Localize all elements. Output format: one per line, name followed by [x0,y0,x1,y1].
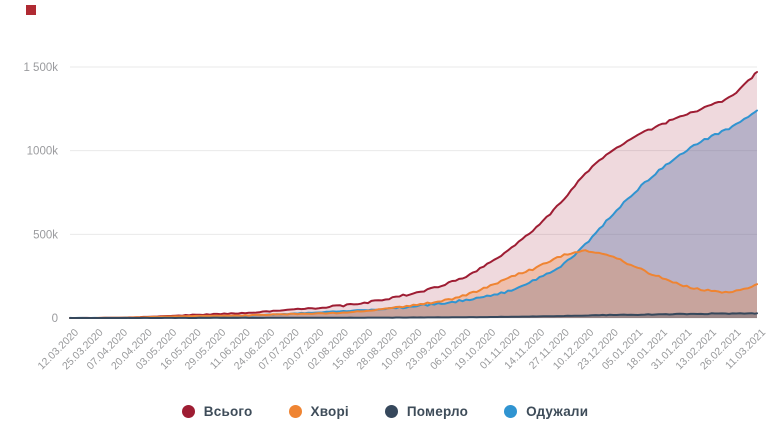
legend-marker-icon [288,404,302,418]
legend-item-oduzhaly[interactable]: Одужали [504,404,588,419]
legend-item-pomerlo[interactable]: Померло [384,403,469,419]
chart-legend: Всього Хворі Померло Одужали [0,397,770,425]
series-area-khvori [70,250,757,318]
legend-marker-icon [181,404,195,418]
series-area-oduzhaly [70,110,757,318]
legend-label: Померло [406,403,469,419]
legend-marker-icon [504,404,518,418]
legend-item-khvori[interactable]: Хворі [288,403,349,419]
series-area-pomerlo [70,313,757,318]
y-tick-label: 1000k [27,146,59,158]
legend-label: Одужали [526,403,589,419]
legend-item-vsogo[interactable]: Всього [181,403,253,419]
legend-marker-icon [384,404,398,418]
legend-label: Хворі [310,403,349,419]
legend-label: Всього [203,403,253,419]
series-line-pomerlo [69,312,758,319]
y-tick-label: 500k [33,229,58,241]
series-area-vsogo [70,72,757,318]
series-line-khvori [69,249,758,319]
y-tick-label: 1 500k [23,62,58,74]
red-corner-marker [26,5,36,15]
y-tick-label: 0 [52,313,58,325]
